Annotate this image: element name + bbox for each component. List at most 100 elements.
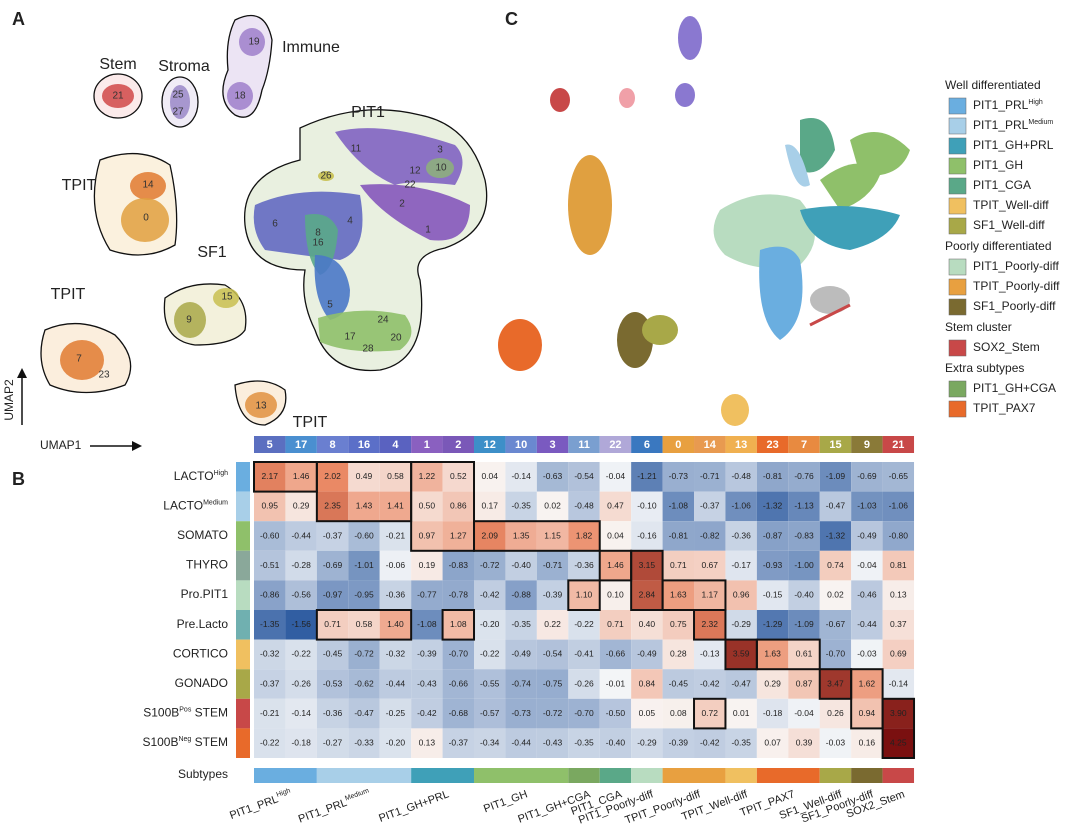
column-label: 17 — [295, 439, 307, 451]
cluster-label: 22 — [404, 180, 416, 191]
group-box — [881, 697, 916, 759]
heat-cell — [568, 491, 600, 522]
heat-cell — [442, 728, 475, 758]
cell-value: 1.63 — [670, 589, 687, 599]
row-strip — [236, 521, 250, 551]
cell-value: 0.29 — [764, 678, 781, 688]
cell-value: 0.05 — [639, 708, 656, 718]
heat-cell — [631, 580, 663, 610]
heat-cell — [756, 550, 789, 581]
cell-value: -0.27 — [323, 737, 343, 747]
column-label: 21 — [892, 439, 904, 451]
cell-value: -0.29 — [731, 619, 751, 629]
heat-cell — [788, 550, 820, 581]
group-box — [755, 638, 821, 671]
cell-value: -0.50 — [606, 708, 626, 718]
heat-cell — [442, 491, 475, 522]
legend-swatch — [948, 177, 967, 195]
cell-value: -0.44 — [857, 619, 877, 629]
heat-cell — [599, 550, 632, 581]
heat-cell — [599, 580, 632, 610]
legend-label: PIT1_PRLMedium — [973, 118, 1053, 132]
cell-value: 2.84 — [639, 589, 656, 599]
heat-cell — [348, 728, 380, 758]
cell-value: 0.97 — [419, 530, 436, 540]
row-label: S100BPos STEM — [143, 706, 228, 720]
heat-cell — [474, 521, 506, 551]
cell-value: 0.67 — [701, 560, 718, 570]
cell-value: -0.39 — [543, 589, 563, 599]
cell-value: -0.40 — [794, 589, 814, 599]
cell-value: -0.49 — [511, 649, 531, 659]
column-header — [379, 436, 412, 453]
legend-label: PIT1_PRLHigh — [973, 98, 1043, 112]
heat-cell — [819, 491, 852, 522]
row-strip — [236, 491, 250, 522]
heat-cell — [536, 491, 569, 522]
heat-cell — [316, 610, 349, 640]
heat-cell — [882, 639, 915, 670]
heat-cell — [788, 491, 820, 522]
cell-value: 0.10 — [607, 589, 624, 599]
heat-cell — [694, 491, 726, 522]
cell-value: -0.42 — [700, 678, 720, 688]
group-label: TPIT — [62, 177, 97, 194]
cell-value: 1.43 — [356, 501, 373, 511]
legend-swatch — [948, 217, 967, 235]
heat-cell — [411, 462, 443, 492]
heat-cell — [442, 550, 475, 581]
cell-value: -0.55 — [480, 678, 500, 688]
heat-cell — [631, 462, 663, 492]
heat-cell — [882, 550, 915, 581]
subtype-bar — [474, 768, 569, 783]
subtype-bar — [316, 768, 412, 783]
cell-value: -0.10 — [637, 501, 657, 511]
legend-label-text: SF1_Poorly-diff — [973, 299, 1056, 313]
cell-value: -1.08 — [669, 501, 689, 511]
cell-value: 1.27 — [450, 530, 467, 540]
cell-value: -0.42 — [417, 708, 437, 718]
heat-cell — [442, 580, 475, 610]
column-label: 23 — [766, 439, 778, 451]
cell-value: 2.02 — [324, 471, 341, 481]
heat-cell — [379, 698, 412, 729]
legend-swatch — [948, 197, 967, 215]
cell-value: 1.40 — [387, 619, 404, 629]
cell-value: 0.50 — [419, 501, 436, 511]
cell-value: 3.59 — [733, 649, 750, 659]
cluster-label: 16 — [312, 238, 324, 249]
heat-cell — [442, 669, 475, 699]
legend-label: SF1_Poorly-diff — [973, 299, 1056, 313]
subtype-label: PIT1_PRLHigh — [228, 787, 294, 822]
heat-cell — [694, 521, 726, 551]
subtype-label-text: PIT1_PRL — [228, 793, 280, 822]
heat-cell — [254, 669, 286, 699]
subtype-label: PIT1_PRLMedium — [296, 787, 372, 825]
row-label-after: STEM — [191, 706, 228, 720]
cell-value: -0.87 — [763, 530, 783, 540]
cell-value: -0.57 — [480, 708, 500, 718]
legend-swatch — [948, 258, 967, 276]
cell-value: 1.62 — [859, 678, 876, 688]
group-box — [473, 520, 601, 552]
heat-cell — [819, 728, 852, 758]
column-label: 15 — [829, 439, 841, 451]
cluster-label: 17 — [344, 332, 356, 343]
cell-value: -0.41 — [574, 649, 594, 659]
cell-value: -0.71 — [543, 560, 563, 570]
cluster-label: 9 — [186, 315, 192, 326]
heat-cell — [474, 639, 506, 670]
cell-value: 0.95 — [261, 501, 278, 511]
heat-cell — [505, 728, 537, 758]
heat-cell — [631, 669, 663, 699]
heat-cell — [536, 728, 569, 758]
row-label: Pro.PIT1 — [181, 587, 229, 601]
row-label-sup: Pos — [179, 706, 192, 713]
heat-cell — [568, 610, 600, 640]
heat-cell — [285, 462, 317, 492]
cell-value: -0.73 — [511, 708, 531, 718]
cell-value: -0.71 — [700, 471, 720, 481]
cell-value: -0.15 — [763, 589, 783, 599]
cell-value: 0.75 — [670, 619, 687, 629]
cell-value: -0.37 — [449, 737, 469, 747]
